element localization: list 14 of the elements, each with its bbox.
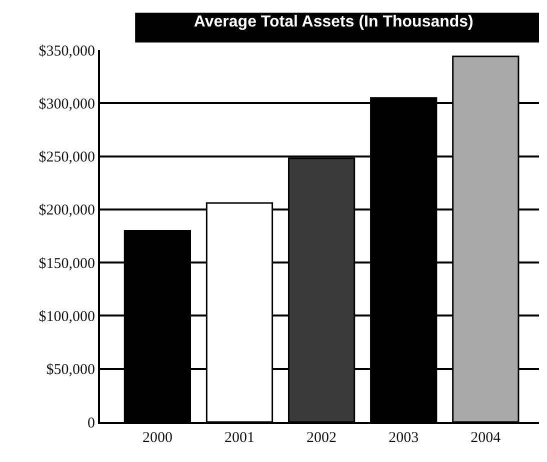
x-tick-label: 2004 [470, 430, 502, 446]
y-tick-label: $100,000 [38, 308, 95, 325]
y-tick-label: $150,000 [38, 256, 95, 272]
y-tick-label: $350,000 [38, 43, 95, 60]
x-tick-label: 2000 [142, 430, 172, 446]
x-tick-label: 2003 [388, 430, 419, 446]
y-tick-label: $50,000 [46, 362, 95, 378]
x-tick-label: 2002 [306, 430, 337, 446]
x-tick-label: 2001 [224, 430, 254, 446]
y-tick-label: $250,000 [38, 150, 95, 166]
y-tick-label: $200,000 [38, 202, 95, 219]
y-tick-label: 0 [88, 415, 95, 432]
y-tick-label: $300,000 [38, 96, 95, 112]
chart-title: Average Total Assets (In Thousands) [194, 13, 474, 30]
